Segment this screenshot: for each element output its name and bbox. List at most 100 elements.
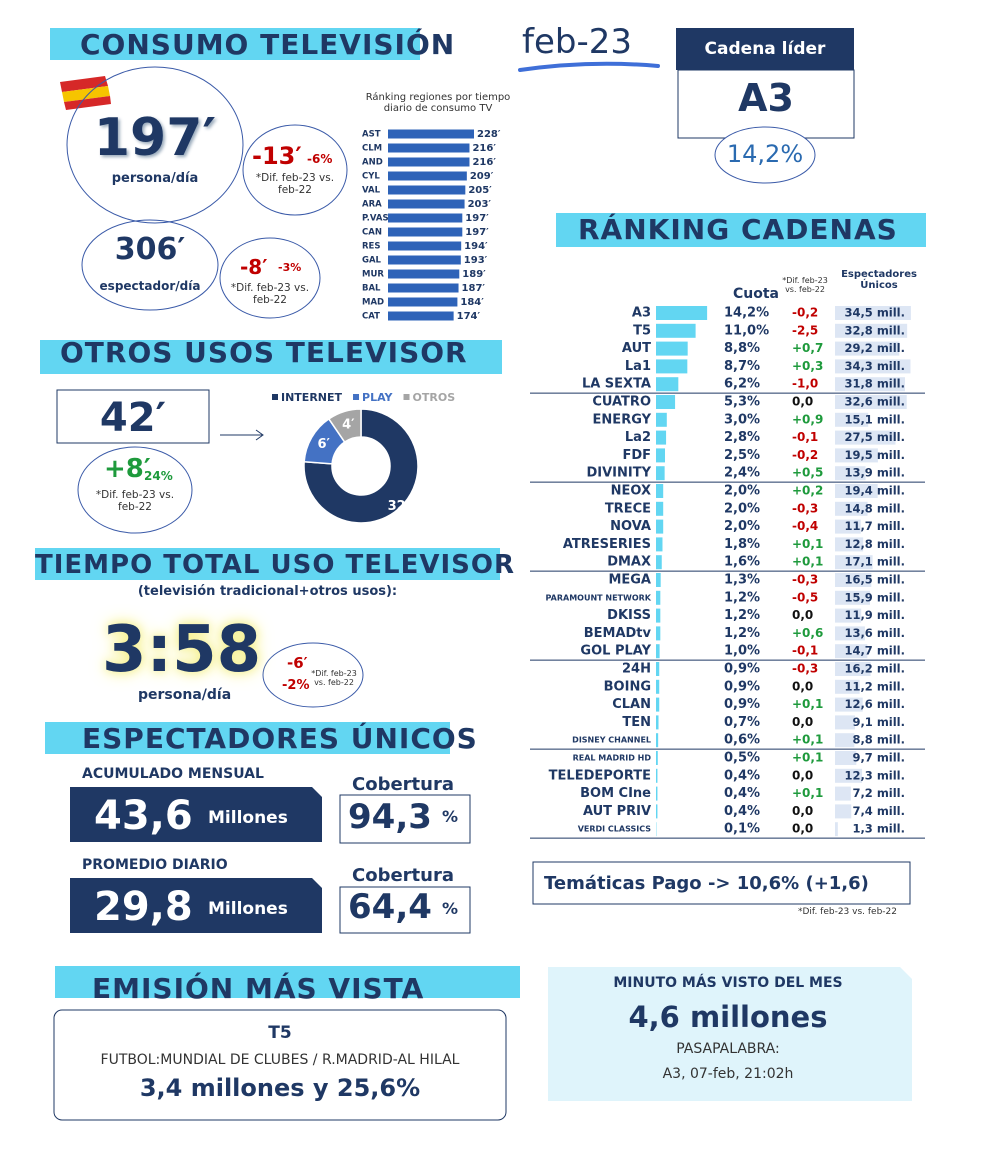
tematicas: Temáticas Pago -> 10,6% (+1,6) [544, 873, 869, 894]
title: ESPECTADORES ÚNICOS [82, 722, 478, 755]
viewers-value: 34,3 mill. [844, 359, 905, 373]
diff-value: -0,1 [792, 644, 818, 658]
share-bar [656, 323, 696, 338]
region-value: 209′ [470, 171, 494, 182]
viewers-bar [835, 484, 878, 498]
diff-value: -1,0 [792, 377, 818, 391]
channel-name: BEMADtv [584, 626, 652, 641]
viewers-bar [835, 768, 863, 783]
region-label: VAL [362, 186, 381, 196]
box [53, 1009, 507, 1121]
flag [60, 76, 108, 92]
share-bar [656, 626, 661, 641]
viewers-value: 19,4 mill. [844, 484, 905, 498]
leader-label: Cadena líder [704, 39, 826, 59]
underline [518, 61, 660, 72]
region-bar [388, 171, 467, 181]
region-bar [388, 157, 470, 167]
viewers-value: 12,6 mill. [844, 697, 905, 711]
share-bar [656, 679, 660, 694]
title: OTROS USOS TELEVISOR [60, 336, 468, 369]
share-bar [656, 466, 665, 481]
ellipse [81, 219, 219, 311]
viewers-bar [835, 590, 870, 605]
viewers-value: 11,2 mill. [844, 679, 905, 693]
channel-name: CLAN [612, 697, 651, 712]
region-bar [388, 143, 470, 153]
share-bar [656, 786, 658, 801]
viewers-value: 9,1 mill. [852, 715, 905, 729]
region-label: CAT [362, 312, 380, 322]
ellipse [262, 642, 364, 708]
label: PROMEDIO DIARIO [82, 857, 228, 873]
share-bar [656, 555, 662, 570]
coverage: 64,4 [348, 887, 432, 927]
diff-value: -0,1 [792, 430, 818, 444]
box [70, 878, 322, 933]
viewers-bar [835, 804, 852, 819]
share-value: 0,9% [724, 697, 760, 712]
viewers-bar [835, 359, 911, 374]
share-bar [656, 768, 658, 783]
viewers-bar [835, 323, 908, 338]
channel-name: GOL PLAY [580, 644, 651, 659]
region-bar [388, 129, 474, 139]
region-value: 205′ [468, 185, 492, 196]
pct: -3% [278, 261, 302, 274]
legend-swatch [403, 394, 410, 400]
title: TIEMPO TOTAL USO TELEVISOR [35, 550, 516, 580]
detail: A3, 07-feb, 21:02h [662, 1066, 794, 1082]
person-label: persona/día [111, 171, 199, 186]
viewers-value: 13,9 mill. [844, 466, 905, 480]
share-bar [656, 751, 658, 765]
person-value: 197′ [93, 108, 217, 168]
channel-name: MEGA [608, 573, 651, 588]
viewers-value: 1,3 mill. [852, 822, 905, 836]
share-value: 0,9% [724, 662, 760, 677]
viewers-value: 15,1 mill. [844, 412, 905, 426]
regions-title: Ránking regiones por tiempo diario de co… [365, 92, 511, 114]
unit: Millones [208, 808, 288, 828]
region-bar [388, 185, 466, 195]
total-value: 3:58 [102, 613, 262, 687]
diff-value: +0,6 [792, 626, 823, 640]
share-bar [656, 804, 658, 819]
channel-name: AUT [622, 341, 651, 356]
diff-value: -0,5 [792, 590, 818, 604]
channel-name: VERDI CLASSICS [578, 825, 652, 834]
viewers-bar [835, 573, 872, 587]
program: PASAPALABRA: [676, 1041, 780, 1057]
viewers-bar [835, 519, 861, 534]
viewers-bar [835, 786, 851, 801]
channel-name: 24H [622, 662, 651, 677]
viewers-bar [835, 448, 878, 463]
viewers-value: 32,8 mill. [844, 323, 905, 337]
diff-value: -0,3 [792, 662, 818, 676]
share-value: 2,0% [724, 501, 760, 516]
region-bar [388, 199, 465, 209]
diff-value: 0,0 [792, 715, 813, 729]
title-strip [40, 340, 502, 374]
region-value: 184′ [460, 297, 484, 308]
share-value: 2,0% [724, 484, 760, 499]
share-bar [656, 608, 661, 623]
diff-value: -0,3 [792, 573, 818, 587]
flag [64, 96, 111, 110]
channel-name: La2 [625, 430, 651, 445]
arrow [220, 429, 264, 441]
channel-name: La1 [625, 359, 651, 374]
note: *Dif. feb-23 vs. feb-22 [255, 172, 335, 196]
channel-name: TEN [622, 715, 651, 730]
region-value: 197′ [465, 213, 489, 224]
viewers-value: 29,2 mill. [844, 341, 905, 355]
region-label: P.VAS [362, 214, 389, 224]
channel-name: PARAMOUNT NETWORK [546, 593, 652, 602]
title-strip [50, 28, 420, 60]
viewers-value: 15,9 mill. [844, 590, 905, 604]
share-bar [656, 662, 660, 676]
share-bar [656, 448, 665, 463]
region-label: CAN [362, 228, 382, 238]
diff-value: 0,0 [792, 679, 813, 693]
